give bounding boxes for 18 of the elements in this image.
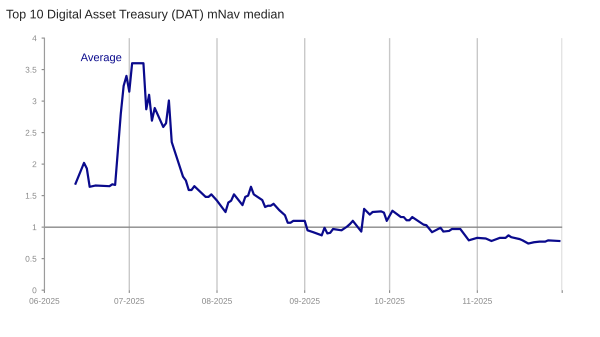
x-tick-label: 08-2025	[202, 298, 232, 304]
y-tick-label: 0	[32, 287, 36, 294]
series-label: Average	[80, 53, 122, 64]
y-tick-label: 1	[32, 224, 36, 230]
y-tick-label: 3.5	[25, 66, 36, 73]
x-tick-label: 09-2025	[290, 298, 320, 304]
x-tick-label: 10-2025	[374, 298, 405, 304]
y-tick-label: 2	[32, 161, 36, 168]
x-tick-label: 11-2025	[462, 298, 492, 304]
y-tick-label: 4	[32, 35, 37, 42]
y-tick-label: 1.5	[26, 192, 36, 199]
x-tick-label: 07-2025	[114, 298, 144, 304]
x-tick-label: 06-2025	[29, 298, 60, 304]
y-tick-label: 0.5	[26, 256, 36, 262]
chart-title: Top 10 Digital Asset Treasury (DAT) mNav median	[6, 9, 284, 21]
line-series	[74, 62, 560, 245]
y-tick-label: 3	[32, 98, 36, 104]
y-tick-label: 2.5	[26, 130, 36, 136]
